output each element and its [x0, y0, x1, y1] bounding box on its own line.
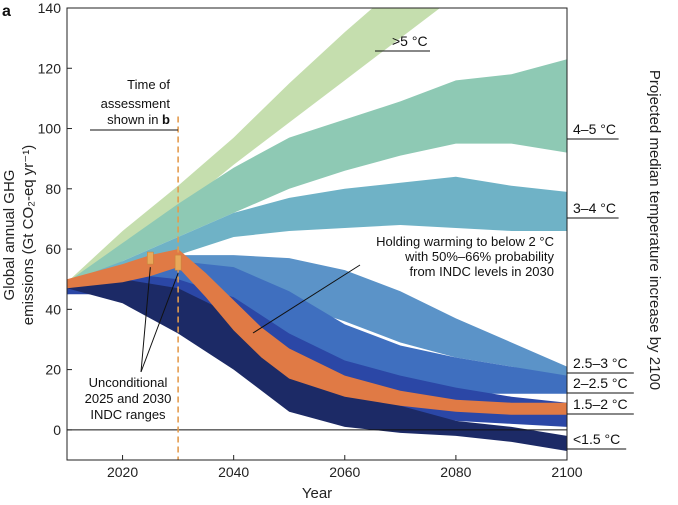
y-tick-label-140: 140 — [38, 0, 62, 16]
y-tick-label-20: 20 — [45, 362, 61, 378]
right-axis-title: Projected median temperature increase by… — [646, 70, 663, 390]
x-tick-label-2080: 2080 — [440, 464, 471, 480]
panel-label: a — [2, 3, 11, 20]
label-3-4-c: 3–4 °C — [573, 200, 616, 216]
y-tick-label-100: 100 — [38, 121, 62, 137]
y-axis: 0 20 40 60 80 100 120 140 — [38, 0, 72, 438]
holding-band-group — [67, 249, 567, 415]
indc-range-marks — [147, 251, 182, 271]
band-2-5-3-c — [67, 255, 567, 379]
holding-leader — [252, 264, 361, 334]
y-tick-label-80: 80 — [45, 181, 61, 197]
label-1-5-2-c: 1.5–2 °C — [573, 396, 628, 412]
band-labels: >5 °C 4–5 °C 3–4 °C 2.5–3 °C 2–2.5 °C 1.5–2 °… — [375, 33, 634, 450]
plot-frame — [66, 7, 568, 461]
y-tick-label-120: 120 — [38, 60, 62, 76]
holding-band — [67, 249, 567, 415]
label-4-5-c: 4–5 °C — [573, 121, 616, 137]
indc-range-2025 — [147, 251, 154, 265]
x-tick-label-2100: 2100 — [551, 464, 582, 480]
label-5-c: >5 °C — [392, 33, 428, 49]
x-axis-title: Year — [302, 485, 332, 502]
assessment-label-bold: b — [162, 112, 170, 127]
assessment-label-line-2: assessment — [101, 96, 171, 111]
y-tick-label-0: 0 — [53, 422, 61, 438]
band-4-5-c — [67, 59, 567, 289]
x-tick-label-2040: 2040 — [218, 464, 249, 480]
assessment-label-line-1: Time of — [127, 77, 170, 92]
label-2-2-5-c: 2–2.5 °C — [573, 375, 628, 391]
label-1-5-c: <1.5 °C — [573, 431, 620, 447]
indc-label-line-2: 2025 and 2030 — [85, 391, 172, 406]
indc-label-line-3: INDC ranges — [90, 407, 166, 422]
y-axis-title-line2: emissions (Gt CO₂-eq yr⁻¹) — [20, 145, 37, 325]
indc-label-line-1: Unconditional — [89, 375, 168, 390]
assessment-label-line-3: shown in b — [107, 112, 170, 127]
x-axis: 2020 2040 2060 2080 2100 — [107, 455, 583, 480]
band-1-5-c — [67, 279, 567, 451]
reference-lines — [67, 116, 567, 460]
scenario-bands — [67, 8, 567, 451]
label-2-5-3-c: 2.5–3 °C — [573, 355, 628, 371]
indc-range-2030 — [174, 254, 182, 271]
y-tick-label-60: 60 — [45, 241, 61, 257]
indc-leader-2025 — [140, 267, 151, 373]
y-axis-title-line1: Global annual GHG — [1, 170, 18, 301]
holding-label-line-3: from INDC levels in 2030 — [410, 264, 555, 279]
indc-leader-2030 — [140, 272, 179, 373]
x-tick-label-2020: 2020 — [107, 464, 138, 480]
holding-label-line-1: Holding warming to below 2 °C — [376, 234, 554, 249]
band-3-4-c — [67, 176, 567, 289]
holding-label-line-2: with 50%–66% probability — [404, 249, 554, 264]
x-tick-label-2060: 2060 — [329, 464, 360, 480]
y-tick-label-40: 40 — [45, 301, 61, 317]
